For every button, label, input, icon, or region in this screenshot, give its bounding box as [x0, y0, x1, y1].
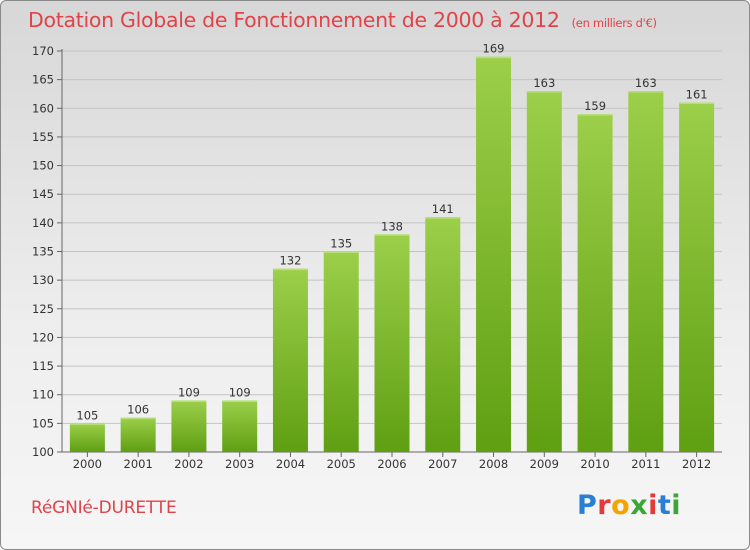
chart-unit: (en milliers d'€) — [571, 16, 657, 30]
x-tick-label: 2003 — [225, 457, 254, 471]
x-tick-label: 2006 — [377, 457, 406, 471]
bar-highlight — [476, 56, 512, 59]
bar-value-label: 109 — [229, 385, 251, 399]
y-tick-label: 165 — [32, 73, 54, 87]
chart-title: Dotation Globale de Fonctionnement de 20… — [28, 8, 657, 32]
y-tick-label: 105 — [32, 416, 54, 430]
x-tick-label: 2007 — [428, 457, 457, 471]
y-tick-label: 125 — [32, 302, 54, 316]
bars — [69, 56, 715, 453]
y-tick-label: 130 — [32, 273, 54, 287]
bar-value-label: 169 — [483, 42, 505, 56]
x-tick-label: 2012 — [682, 457, 711, 471]
bar-highlight — [577, 114, 613, 116]
bar-highlight — [323, 251, 359, 253]
bar-value-label: 135 — [330, 237, 352, 251]
bar — [425, 217, 461, 452]
y-tick-label: 135 — [32, 245, 54, 259]
x-tick-label: 2008 — [479, 457, 508, 471]
bar-value-label: 105 — [76, 408, 98, 422]
bar-highlight — [69, 423, 105, 425]
commune-name: RéGNIé-DURETTE — [31, 498, 177, 518]
y-tick-label: 145 — [32, 187, 54, 201]
bar-value-label: 163 — [533, 76, 555, 90]
bar-highlight — [628, 91, 664, 93]
y-tick-label: 170 — [32, 44, 54, 58]
logo-letter: i — [671, 490, 682, 521]
bar — [323, 251, 359, 452]
bar — [69, 423, 105, 452]
y-tick-label: 160 — [32, 101, 54, 115]
bar-highlight — [425, 217, 461, 219]
bar — [577, 114, 613, 452]
x-tick-label: 2009 — [530, 457, 559, 471]
bar-highlight — [120, 417, 156, 420]
y-tick-label: 100 — [32, 445, 54, 459]
bar — [374, 234, 410, 452]
y-tick-label: 150 — [32, 159, 54, 173]
bar-value-label: 106 — [127, 403, 149, 417]
proxiti-logo: Proxiti — [577, 490, 681, 521]
y-tick-label: 110 — [32, 388, 54, 402]
bar-value-label: 141 — [432, 202, 454, 216]
bar — [628, 91, 664, 452]
chart-title-text: Dotation Globale de Fonctionnement de 20… — [28, 8, 560, 32]
bar-highlight — [679, 102, 715, 105]
bar — [222, 400, 258, 452]
x-tick-label: 2010 — [580, 457, 609, 471]
logo-letter: P — [577, 490, 598, 521]
labels: 100 105 110 115 120 125 130 135 140 145 150 155 160 1… — [32, 42, 711, 471]
bar-value-label: 161 — [686, 88, 708, 102]
x-tick-label: 2005 — [327, 457, 356, 471]
bar-highlight — [222, 400, 258, 402]
x-tick-label: 2004 — [276, 457, 305, 471]
logo-letter: r — [597, 490, 612, 521]
bar-highlight — [171, 400, 207, 402]
bar — [272, 268, 308, 452]
bar-value-label: 132 — [279, 254, 301, 268]
bar — [171, 400, 207, 452]
bar — [526, 91, 562, 452]
y-tick-label: 115 — [32, 359, 54, 373]
logo-letter: i — [648, 490, 658, 521]
bar-highlight — [526, 91, 562, 93]
y-tick-label: 155 — [32, 130, 54, 144]
logo-letter: x — [630, 490, 649, 521]
bar-value-label: 159 — [584, 99, 606, 113]
y-tick-label: 140 — [32, 216, 54, 230]
x-tick-label: 2000 — [73, 457, 102, 471]
logo-letter: t — [657, 490, 672, 521]
bar-value-label: 138 — [381, 219, 403, 233]
x-tick-label: 2001 — [124, 457, 153, 471]
bar — [679, 102, 715, 453]
bar-value-label: 163 — [635, 76, 657, 90]
y-tick-label: 120 — [32, 330, 54, 344]
bar — [120, 417, 156, 452]
logo-letter: o — [611, 490, 631, 521]
x-tick-label: 2011 — [631, 457, 660, 471]
bar-highlight — [272, 268, 308, 271]
bar — [476, 56, 512, 452]
x-tick-label: 2002 — [174, 457, 203, 471]
bar-value-label: 109 — [178, 385, 200, 399]
bar-highlight — [374, 234, 410, 236]
